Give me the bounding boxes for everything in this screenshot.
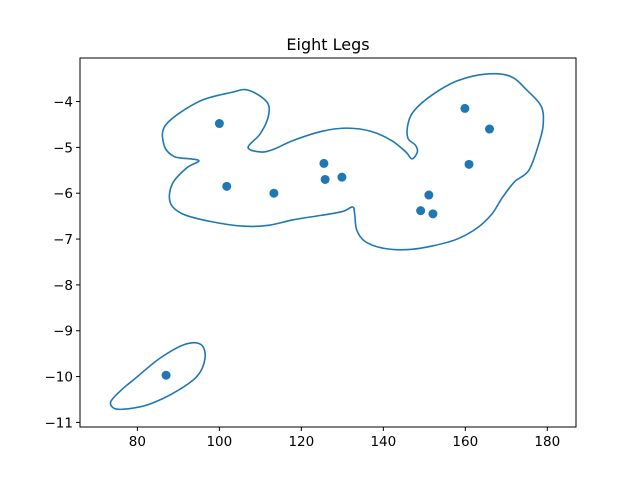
contour-line (109, 341, 206, 411)
points-layer (161, 103, 495, 380)
x-tick-label: 160 (452, 434, 478, 450)
data-point (161, 370, 171, 380)
y-tick-label: −11 (45, 415, 74, 431)
data-point (320, 174, 330, 184)
y-tick-label: −10 (45, 370, 74, 386)
x-axis: 80 100 120 140 160 180 (129, 427, 560, 450)
x-tick-label: 120 (288, 434, 314, 450)
data-point (424, 190, 434, 200)
y-tick-label: −8 (53, 278, 73, 294)
data-point (464, 159, 474, 169)
x-tick-label: 140 (370, 434, 396, 450)
data-point (485, 124, 495, 134)
x-tick-label: 80 (129, 434, 146, 450)
y-tick-label: −5 (53, 140, 73, 156)
y-tick-label: −6 (53, 186, 73, 202)
plot-frame (79, 57, 577, 428)
data-point (319, 158, 329, 168)
x-tick-label: 180 (534, 434, 560, 450)
y-tick-label: −9 (53, 324, 73, 340)
data-point (416, 206, 426, 216)
data-point (269, 188, 279, 198)
y-tick-label: −4 (53, 95, 73, 111)
chart-title: Eight Legs (286, 35, 369, 54)
data-point (428, 209, 438, 219)
data-point (337, 172, 347, 182)
data-point (222, 181, 232, 191)
contours-layer (109, 72, 545, 411)
contour-line (161, 72, 545, 251)
data-point (214, 119, 224, 129)
data-point (460, 103, 470, 113)
x-tick-label: 100 (206, 434, 232, 450)
y-axis: −4 −5 −6 −7 −8 −9 −10 −11 (45, 95, 80, 431)
y-tick-label: −7 (53, 232, 73, 248)
